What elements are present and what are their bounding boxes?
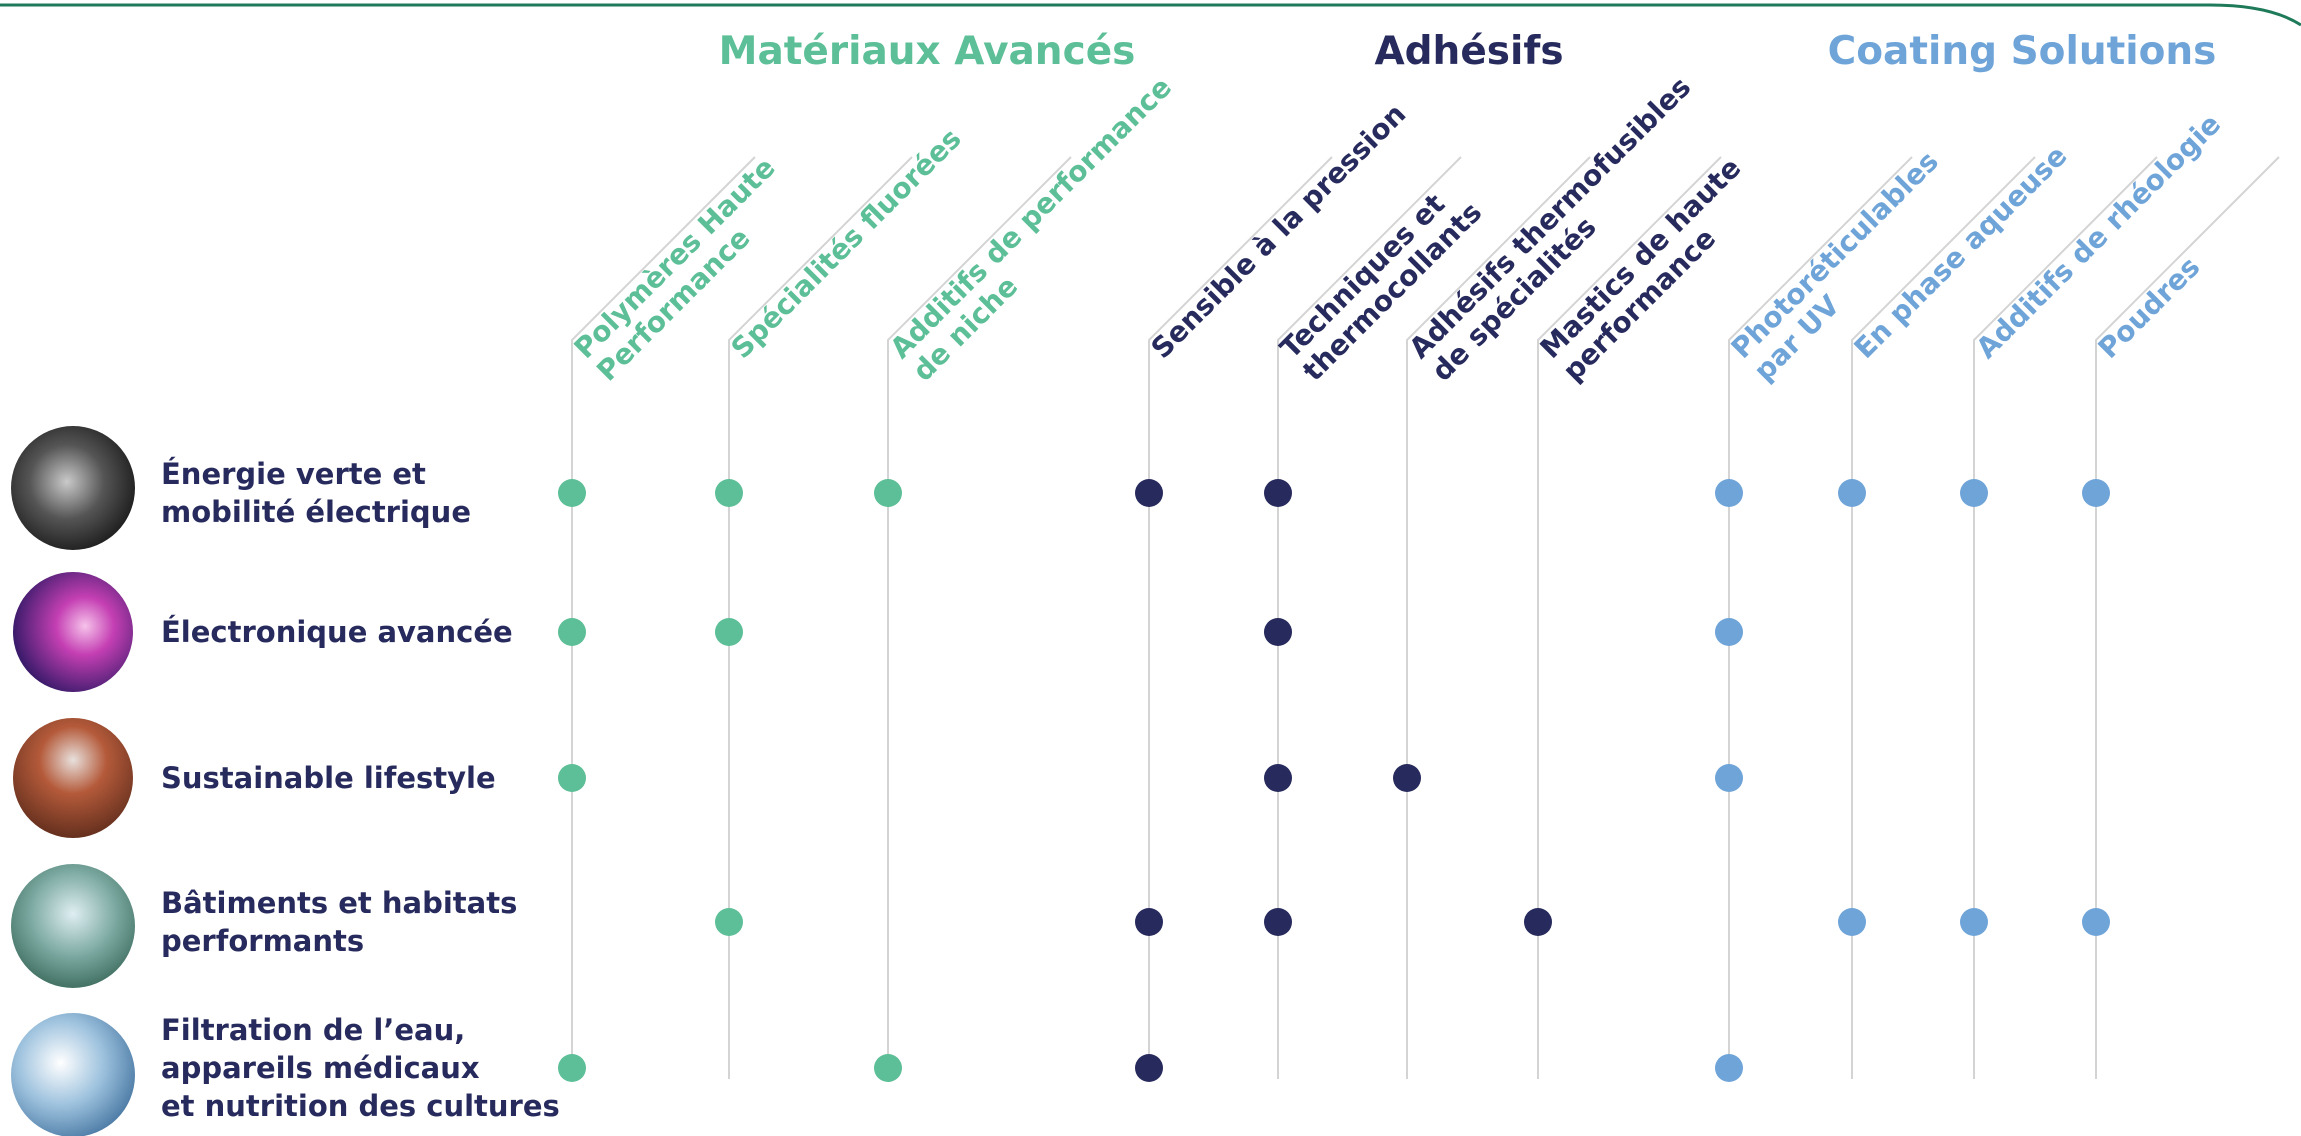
membership-dot <box>1135 1054 1163 1082</box>
column-label-line: Additifs de rhéologie <box>1970 107 2227 364</box>
column-label: Poudres <box>2092 250 2207 365</box>
column-line <box>1728 156 1913 1079</box>
column-line <box>1851 156 2036 1079</box>
membership-dot <box>558 764 586 792</box>
membership-dot <box>2082 908 2110 936</box>
membership-dot <box>1135 479 1163 507</box>
column-label: En phase aqueuse <box>1848 139 2074 365</box>
column-label-line: En phase aqueuse <box>1848 139 2074 365</box>
membership-dot <box>1264 618 1292 646</box>
row-photo <box>13 718 133 838</box>
group-title: Matériaux Avancés <box>719 29 1136 74</box>
membership-dot <box>715 479 743 507</box>
membership-dot <box>1960 479 1988 507</box>
membership-dot <box>1264 764 1292 792</box>
membership-dot <box>1524 908 1552 936</box>
column-label: Additifs de rhéologie <box>1970 107 2227 364</box>
row-photo <box>11 426 135 550</box>
column-line <box>1148 156 1333 1079</box>
membership-dot <box>558 1054 586 1082</box>
membership-dot <box>558 618 586 646</box>
row-label: Bâtiments et habitats <box>161 886 517 920</box>
row-label: mobilité électrique <box>161 495 471 529</box>
membership-dot <box>874 1054 902 1082</box>
column-label-line: Poudres <box>2092 250 2207 365</box>
row-photo <box>13 572 133 692</box>
membership-dot <box>1960 908 1988 936</box>
membership-dot <box>1838 908 1866 936</box>
membership-dot <box>1838 479 1866 507</box>
row-label: appareils médicaux <box>161 1051 480 1085</box>
row-label: Énergie verte et <box>161 457 426 491</box>
row-photo <box>11 1013 135 1136</box>
row-label: Sustainable lifestyle <box>161 761 496 795</box>
row-label: Filtration de l’eau, <box>161 1013 465 1047</box>
row-photo <box>11 864 135 988</box>
column-line <box>1537 156 1722 1079</box>
membership-dot <box>715 618 743 646</box>
membership-dot <box>1264 908 1292 936</box>
membership-dot <box>1715 479 1743 507</box>
top-border <box>0 3 2301 27</box>
column-line <box>2095 156 2280 1079</box>
membership-dot <box>874 479 902 507</box>
column-label-line: Photoréticulables <box>1725 145 1945 365</box>
column-line <box>728 156 913 1079</box>
membership-dot <box>2082 479 2110 507</box>
row-photos <box>11 426 135 1136</box>
group-title: Coating Solutions <box>1828 29 2217 74</box>
membership-dot <box>715 908 743 936</box>
column-line <box>1973 156 2158 1079</box>
column-label-line: Additifs de performance <box>884 71 1178 365</box>
group-title: Adhésifs <box>1374 29 1563 74</box>
membership-dot <box>1715 1054 1743 1082</box>
membership-dot <box>1715 764 1743 792</box>
membership-dot <box>1715 618 1743 646</box>
membership-dot <box>558 479 586 507</box>
column-line <box>1277 156 1462 1079</box>
membership-dot <box>1393 764 1421 792</box>
membership-dot <box>1135 908 1163 936</box>
column-line <box>571 156 756 1079</box>
row-label: performants <box>161 924 364 958</box>
column-line <box>1406 156 1591 1079</box>
row-label: Électronique avancée <box>161 615 513 649</box>
row-label: et nutrition des cultures <box>161 1089 560 1123</box>
column-line <box>887 156 1072 1079</box>
membership-dot <box>1264 479 1292 507</box>
